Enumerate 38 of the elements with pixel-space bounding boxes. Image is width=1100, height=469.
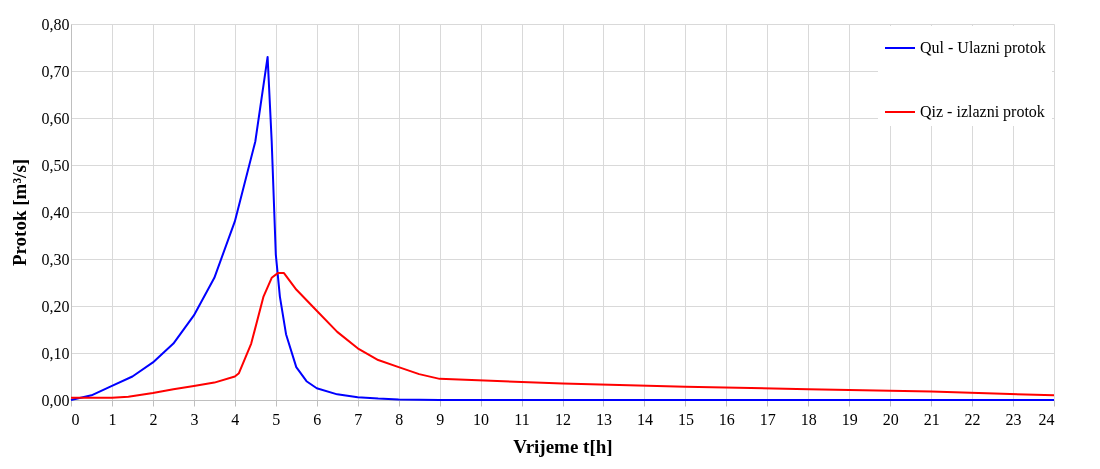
x-tick-label: 7 — [354, 410, 363, 428]
x-tick-label: 10 — [473, 410, 490, 428]
y-tick-label: 0,30 — [41, 250, 70, 268]
legend-label: Qul - Ulazni protok — [920, 39, 1046, 57]
x-axis-title: Vrijeme t[h] — [513, 435, 613, 457]
x-tick-label: 5 — [272, 410, 281, 428]
x-tick-label: 17 — [759, 410, 776, 428]
x-tick-label: 8 — [395, 410, 404, 428]
x-tick-label: 23 — [1005, 410, 1022, 428]
y-tick-label: 0,70 — [41, 62, 70, 80]
x-tick-label: 4 — [231, 410, 240, 428]
x-tick-label: 18 — [800, 410, 817, 428]
y-tick-label: 0,00 — [41, 391, 70, 409]
x-tick-label: 6 — [313, 410, 322, 428]
x-tick-label: 3 — [190, 410, 199, 428]
x-tick-label: 19 — [841, 410, 858, 428]
y-axis-title: Protok [m³/s] — [8, 158, 30, 267]
x-tick-label: 11 — [514, 410, 530, 428]
x-tick-label: 16 — [718, 410, 735, 428]
x-tick-label: 22 — [964, 410, 981, 428]
legend-label: Qiz - izlazni protok — [920, 103, 1045, 121]
y-tick-label: 0,20 — [41, 297, 70, 315]
y-tick-label: 0,80 — [41, 15, 70, 33]
y-tick-label: 0,50 — [41, 156, 70, 174]
y-tick-label: 0,40 — [41, 203, 70, 221]
x-tick-label: 20 — [882, 410, 899, 428]
x-tick-label: 24 — [1038, 410, 1055, 428]
x-tick-label: 2 — [149, 410, 158, 428]
x-tick-label: 21 — [923, 410, 940, 428]
x-tick-label: 9 — [436, 410, 445, 428]
x-tick-label: 14 — [636, 410, 653, 428]
x-tick-label: 1 — [108, 410, 117, 428]
y-tick-label: 0,10 — [41, 344, 70, 362]
x-tick-label: 0 — [71, 410, 80, 428]
x-tick-label: 13 — [595, 410, 612, 428]
x-tick-label: 15 — [677, 410, 694, 428]
y-tick-label: 0,60 — [41, 109, 70, 127]
x-tick-label: 12 — [555, 410, 571, 428]
